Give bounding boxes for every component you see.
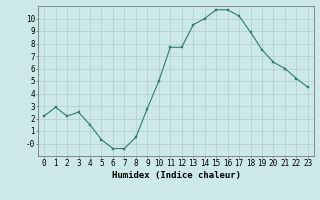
X-axis label: Humidex (Indice chaleur): Humidex (Indice chaleur) xyxy=(111,171,241,180)
